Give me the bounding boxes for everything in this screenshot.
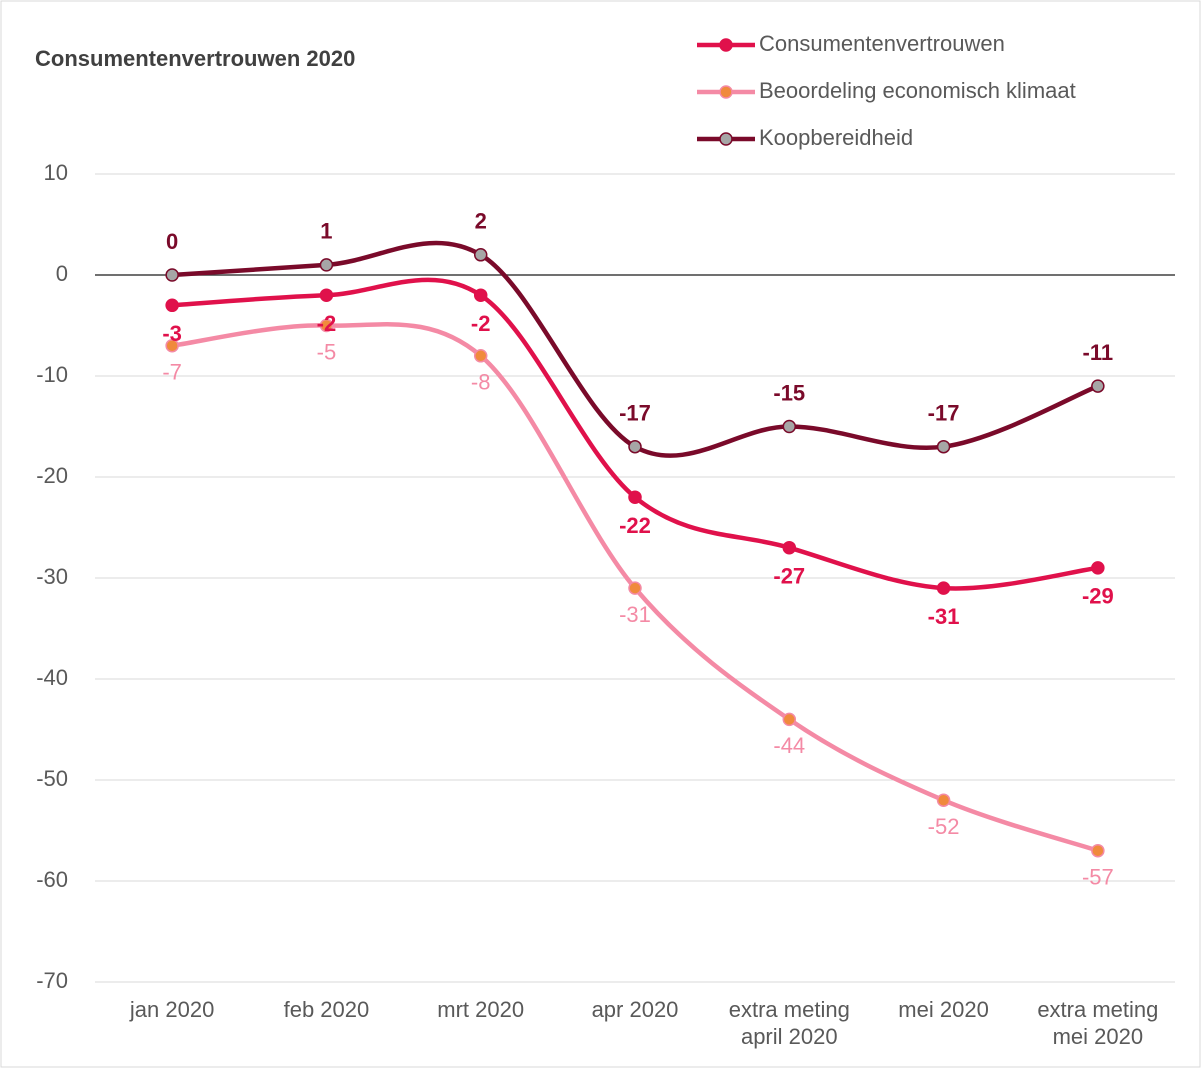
legend-label: Beoordeling economisch klimaat bbox=[759, 78, 1076, 103]
data-label: -57 bbox=[1082, 865, 1114, 890]
legend-marker bbox=[719, 85, 733, 99]
marker bbox=[628, 439, 642, 454]
data-label: -27 bbox=[773, 564, 805, 589]
data-label: -7 bbox=[162, 360, 182, 385]
y-tick-label: -70 bbox=[36, 968, 68, 993]
marker bbox=[319, 258, 334, 272]
x-tick-label: apr 2020 bbox=[591, 997, 679, 1022]
x-tick-label: mei 2020 bbox=[898, 997, 989, 1022]
marker bbox=[1091, 379, 1105, 393]
marker bbox=[473, 248, 488, 262]
marker bbox=[473, 288, 488, 302]
chart-title: Consumentenvertrouwen 2020 bbox=[35, 46, 355, 71]
data-label: 0 bbox=[166, 229, 178, 254]
data-label: 1 bbox=[320, 219, 332, 244]
marker bbox=[782, 419, 797, 434]
data-label: 2 bbox=[475, 209, 487, 234]
marker bbox=[319, 288, 334, 302]
data-label: -2 bbox=[317, 311, 337, 336]
data-label: -3 bbox=[162, 321, 182, 346]
data-label: -17 bbox=[928, 401, 960, 426]
marker bbox=[165, 268, 179, 282]
x-tick-label: mrt 2020 bbox=[437, 997, 525, 1022]
y-tick-label: -40 bbox=[36, 665, 68, 690]
data-label: -29 bbox=[1082, 584, 1114, 609]
marker bbox=[936, 793, 951, 807]
data-label: -2 bbox=[471, 311, 491, 336]
y-tick-label: -10 bbox=[36, 362, 68, 387]
y-tick-label: -60 bbox=[36, 867, 68, 892]
y-tick-label: -30 bbox=[36, 564, 68, 589]
marker bbox=[165, 298, 179, 313]
data-label: -31 bbox=[928, 604, 960, 629]
marker bbox=[782, 712, 797, 727]
y-tick-label: 10 bbox=[44, 160, 68, 185]
y-tick-label: -20 bbox=[36, 463, 68, 488]
marker bbox=[1091, 561, 1105, 575]
data-label: -15 bbox=[773, 380, 805, 405]
data-label: -11 bbox=[1083, 340, 1114, 365]
marker bbox=[936, 439, 951, 454]
legend-label: Consumentenvertrouwen bbox=[759, 31, 1005, 56]
data-label: -8 bbox=[471, 370, 491, 395]
marker bbox=[165, 338, 179, 353]
marker bbox=[628, 581, 642, 595]
marker bbox=[628, 490, 642, 504]
data-label: -5 bbox=[317, 339, 337, 364]
y-tick-label: -50 bbox=[36, 766, 68, 791]
data-label: -44 bbox=[773, 733, 805, 758]
data-label: -22 bbox=[619, 513, 651, 538]
marker bbox=[1091, 843, 1105, 858]
x-tick-label: feb 2020 bbox=[283, 997, 370, 1022]
x-tick-label: extra meting april 2020 bbox=[728, 997, 850, 1049]
marker bbox=[936, 581, 951, 595]
y-tick-label: 0 bbox=[56, 261, 68, 286]
legend-marker bbox=[719, 132, 733, 146]
marker bbox=[473, 349, 488, 363]
marker bbox=[319, 318, 334, 333]
x-tick-label: jan 2020 bbox=[129, 997, 215, 1022]
legend-label: Koopbereidheid bbox=[759, 125, 913, 150]
legend-marker bbox=[719, 38, 733, 52]
marker bbox=[782, 540, 797, 555]
data-label: -52 bbox=[928, 814, 960, 839]
x-tick-label: extra meting mei 2020 bbox=[1037, 997, 1159, 1049]
data-label: -31 bbox=[619, 602, 651, 627]
data-label: -17 bbox=[619, 401, 651, 426]
